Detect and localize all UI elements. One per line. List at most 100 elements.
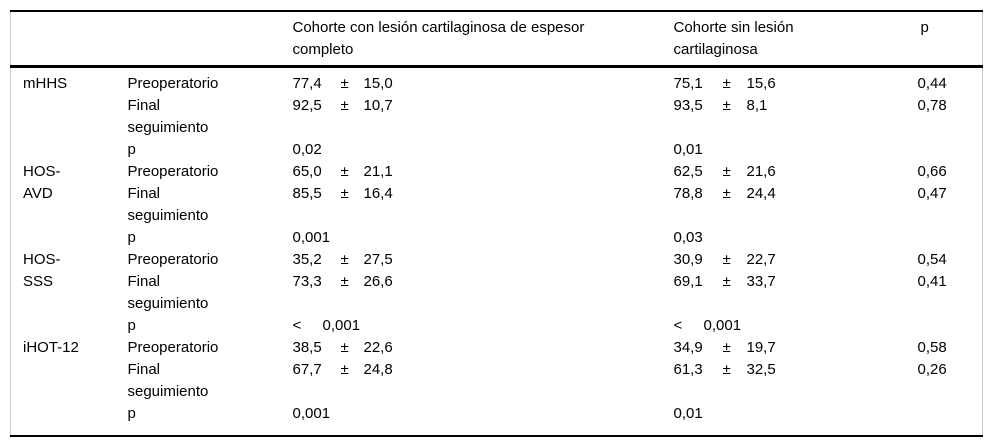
p-value-between: 0,26 <box>917 361 947 378</box>
plus-minus-symbol: ± <box>340 163 349 180</box>
mean-value: 85,5 <box>292 185 322 202</box>
timepoint-label: Final seguimiento <box>127 97 209 136</box>
table-row: Final seguimiento 85,5 ± 16,4 78,8 ± 24,… <box>11 183 983 227</box>
sd-value: 32,5 <box>746 361 776 378</box>
sd-value: 26,6 <box>363 273 393 290</box>
p-value: 0,001 <box>292 405 331 422</box>
p-value-within-with: 0,001 <box>293 403 674 436</box>
empty-cell <box>918 403 983 436</box>
mean-value: 67,7 <box>292 361 322 378</box>
plus-minus-symbol: ± <box>722 339 731 356</box>
timepoint-label: Final seguimiento <box>127 273 209 312</box>
table-row: Final seguimiento 73,3 ± 26,6 69,1 ± 33,… <box>11 271 983 315</box>
sd-value: 24,8 <box>363 361 393 378</box>
header-empty-timepoint <box>127 11 293 68</box>
table-row: mHHS Preoperatorio 77,4 ± 15,0 75,1 ± 15… <box>11 67 983 96</box>
scale-name-hos-avd: HOS- AVD <box>23 163 61 202</box>
p-value: 0,01 <box>673 141 703 158</box>
plus-minus-symbol: ± <box>722 97 731 114</box>
table-row: p 0,001 0,03 <box>11 227 983 249</box>
sd-value: 22,7 <box>746 251 776 268</box>
sd-value: 33,7 <box>746 273 776 290</box>
p-value-within-without: 0,01 <box>674 139 918 161</box>
scale-name-mhhs: mHHS <box>23 75 68 92</box>
header-row: Cohorte con lesión cartilaginosa de espe… <box>10 11 983 68</box>
plus-minus-symbol: ± <box>722 251 731 268</box>
p-value-between: 0,54 <box>917 251 947 268</box>
p-row-label: p <box>127 229 136 246</box>
plus-minus-symbol: ± <box>340 75 349 92</box>
plus-minus-symbol: ± <box>340 185 349 202</box>
plus-minus-symbol: ± <box>722 163 731 180</box>
sd-value: 10,7 <box>363 97 393 114</box>
p-value-within-without: <0,001 <box>674 315 918 337</box>
table-body: mHHS Preoperatorio 77,4 ± 15,0 75,1 ± 15… <box>11 67 983 437</box>
p-value-between: 0,66 <box>917 163 947 180</box>
p-value: 0,01 <box>673 405 703 422</box>
results-table-container: Cohorte con lesión cartilaginosa de espe… <box>10 10 984 437</box>
timepoint-label: Preoperatorio <box>127 163 219 180</box>
sd-value: 15,6 <box>746 75 776 92</box>
p-value: 0,02 <box>292 141 322 158</box>
table-row: Final seguimiento 67,7 ± 24,8 61,3 ± 32,… <box>11 359 983 403</box>
p-value-within-without: 0,01 <box>674 403 918 436</box>
plus-minus-symbol: ± <box>722 361 731 378</box>
sd-value: 15,0 <box>363 75 393 92</box>
empty-cell <box>918 139 983 161</box>
sd-value: 22,6 <box>363 339 393 356</box>
p-value-within-without: 0,03 <box>674 227 918 249</box>
plus-minus-symbol: ± <box>722 185 731 202</box>
outcomes-comparison-table: Cohorte con lesión cartilaginosa de espe… <box>10 10 984 437</box>
p-value-between: 0,44 <box>917 75 947 92</box>
sd-value: 19,7 <box>746 339 776 356</box>
mean-value: 38,5 <box>292 339 322 356</box>
timepoint-label: Final seguimiento <box>127 185 209 224</box>
p-value: 0,001 <box>292 229 331 246</box>
p-value-between: 0,78 <box>917 97 947 114</box>
p-value-within-with: 0,02 <box>293 139 674 161</box>
table-row: p 0,02 0,01 <box>11 139 983 161</box>
plus-minus-symbol: ± <box>340 339 349 356</box>
mean-value: 78,8 <box>673 185 703 202</box>
header-cohort-with-lesion: Cohorte con lesión cartilaginosa de espe… <box>292 11 674 68</box>
plus-minus-symbol: ± <box>340 273 349 290</box>
p-value: 0,001 <box>322 317 361 334</box>
p-value: 0,03 <box>673 229 703 246</box>
p-row-label: p <box>127 141 136 158</box>
mean-value: 61,3 <box>673 361 703 378</box>
mean-value: 34,9 <box>673 339 703 356</box>
less-than-sign: < <box>292 317 302 334</box>
timepoint-label: Preoperatorio <box>127 251 219 268</box>
p-value-between: 0,58 <box>917 339 947 356</box>
table-header: Cohorte con lesión cartilaginosa de espe… <box>10 11 983 68</box>
plus-minus-symbol: ± <box>340 361 349 378</box>
header-p-column: p <box>917 11 983 68</box>
sd-value: 16,4 <box>363 185 393 202</box>
mean-value: 77,4 <box>292 75 322 92</box>
mean-value: 35,2 <box>292 251 322 268</box>
empty-cell <box>918 227 983 249</box>
table-row: iHOT-12 Preoperatorio 38,5 ± 22,6 34,9 ±… <box>11 337 983 359</box>
empty-cell <box>918 315 983 337</box>
p-row-label: p <box>127 317 136 334</box>
p-value-between: 0,47 <box>917 185 947 202</box>
p-value: 0,001 <box>703 317 742 334</box>
timepoint-label: Final seguimiento <box>127 361 209 400</box>
sd-value: 8,1 <box>746 97 768 114</box>
p-value-between: 0,41 <box>917 273 947 290</box>
scale-name-ihot12: iHOT-12 <box>23 339 79 356</box>
header-cohort-without-lesion: Cohorte sin lesión cartilaginosa <box>673 11 918 68</box>
p-value-within-with: <0,001 <box>293 315 674 337</box>
mean-value: 93,5 <box>673 97 703 114</box>
sd-value: 21,6 <box>746 163 776 180</box>
plus-minus-symbol: ± <box>722 75 731 92</box>
less-than-sign: < <box>673 317 683 334</box>
table-row: p <0,001 <0,001 <box>11 315 983 337</box>
mean-value: 75,1 <box>673 75 703 92</box>
table-row: HOS- SSS Preoperatorio 35,2 ± 27,5 30,9 … <box>11 249 983 290</box>
scale-name-hos-sss: HOS- SSS <box>23 251 61 290</box>
header-empty-scale <box>10 11 128 68</box>
mean-value: 73,3 <box>292 273 322 290</box>
mean-value: 30,9 <box>673 251 703 268</box>
plus-minus-symbol: ± <box>722 273 731 290</box>
